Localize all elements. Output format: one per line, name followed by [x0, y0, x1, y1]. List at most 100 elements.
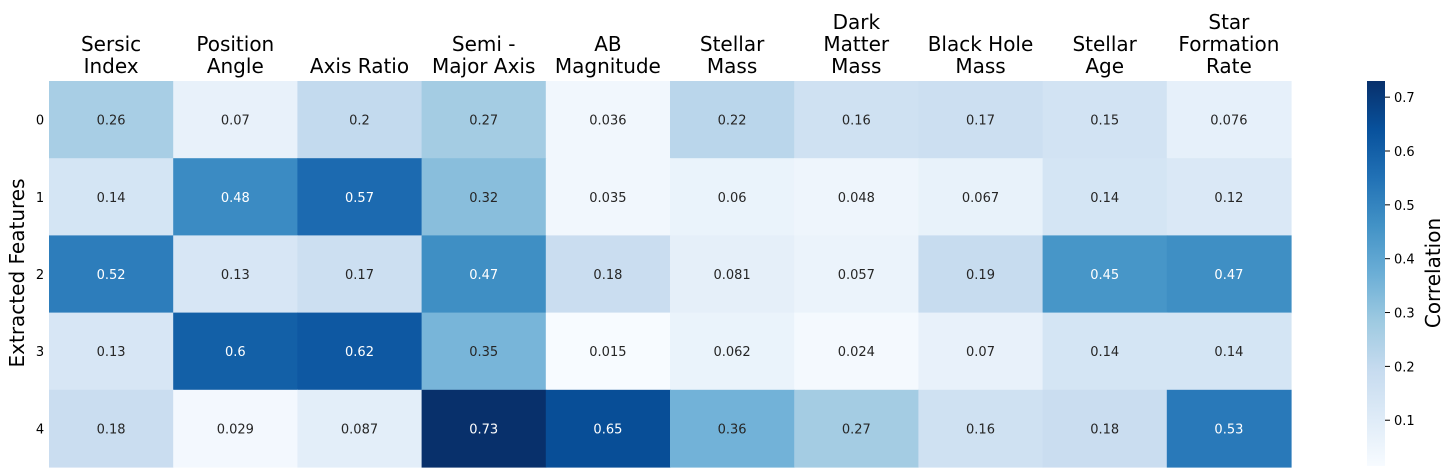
- heatmap-cell: [670, 235, 795, 314]
- cell-value-label: 0.32: [469, 191, 498, 206]
- heatmap-cell: [1042, 81, 1168, 159]
- row-label: 3: [36, 345, 44, 360]
- cell-value-label: 0.048: [838, 191, 875, 206]
- heatmap-cell: [1042, 235, 1168, 314]
- cell-value-label: 0.36: [718, 422, 747, 437]
- cell-value-label: 0.18: [1090, 422, 1119, 437]
- heatmap-cell: [670, 312, 795, 391]
- column-label: Black Hole Mass: [928, 32, 1034, 78]
- column-label: Star Formation Rate: [1178, 10, 1279, 78]
- cell-value-label: 0.57: [345, 191, 374, 206]
- row-label: 0: [36, 114, 44, 129]
- cell-value-label: 0.06: [718, 191, 747, 206]
- cell-value-label: 0.081: [713, 268, 750, 283]
- heatmap-cell: [1166, 389, 1292, 468]
- heatmap-cell: [918, 235, 1044, 314]
- heatmap-cell: [1042, 389, 1168, 468]
- column-label: Dark Matter Mass: [823, 10, 890, 78]
- heatmap-cell: [173, 158, 298, 236]
- heatmap-cell: [545, 235, 671, 314]
- cell-value-label: 0.076: [1210, 114, 1247, 129]
- cell-value-label: 0.087: [341, 422, 378, 437]
- cell-value-label: 0.057: [838, 268, 875, 283]
- heatmap-cell: [421, 81, 547, 159]
- heatmap-cell: [297, 389, 423, 468]
- heatmap-cell: [1166, 81, 1292, 159]
- heatmap-cell: [173, 312, 298, 391]
- heatmap-cell: [794, 81, 919, 159]
- heatmap-cell: [918, 389, 1044, 468]
- column-label: Stellar Age: [1072, 32, 1137, 78]
- heatmap-cell: [545, 81, 671, 159]
- colorbar-tick-label: 0.1: [1394, 414, 1415, 429]
- heatmap-cell: [1166, 158, 1292, 236]
- cell-value-label: 0.18: [97, 422, 126, 437]
- cell-value-label: 0.16: [966, 422, 995, 437]
- row-labels: 0 1 2 3 4: [36, 114, 44, 438]
- heatmap-cell: [918, 81, 1044, 159]
- column-label: Sersic Index: [81, 32, 141, 78]
- y-axis-label: Extracted Features: [5, 179, 29, 368]
- colorbar-gradient: [1367, 81, 1385, 466]
- cell-value-label: 0.14: [1214, 345, 1243, 360]
- column-labels: Sersic Index Position Angle Axis Ratio Semi -…: [81, 10, 1279, 78]
- cell-value-label: 0.029: [217, 422, 254, 437]
- cell-value-label: 0.14: [1090, 191, 1119, 206]
- heatmap-cell: [421, 235, 547, 314]
- cell-value-label: 0.27: [842, 422, 871, 437]
- cell-value-label: 0.17: [966, 114, 995, 129]
- cell-value-label: 0.015: [589, 345, 626, 360]
- cell-value-label: 0.15: [1090, 114, 1119, 129]
- cell-value-label: 0.22: [718, 114, 747, 129]
- heatmap-cell: [49, 158, 174, 236]
- heatmap-cell: [49, 389, 174, 468]
- cell-value-label: 0.73: [469, 422, 498, 437]
- heatmap-cell: [545, 158, 671, 236]
- colorbar-tick-label: 0.6: [1394, 145, 1415, 160]
- cell-value-label: 0.17: [345, 268, 374, 283]
- cell-value-label: 0.53: [1214, 422, 1243, 437]
- cell-value-label: 0.35: [469, 345, 498, 360]
- cell-value-label: 0.18: [593, 268, 622, 283]
- colorbar-tick-label: 0.2: [1394, 360, 1415, 375]
- heatmap-cells: 0.26 0.07 0.2 0.27 0.036 0.22 0.16 0.17 0.15 0.07…: [49, 81, 1292, 468]
- cell-value-label: 0.13: [97, 345, 126, 360]
- cell-value-label: 0.16: [842, 114, 871, 129]
- column-label: Position Angle: [196, 32, 274, 78]
- row-label: 2: [36, 268, 44, 283]
- heatmap-cell: [49, 312, 174, 391]
- heatmap-cell: [173, 235, 298, 314]
- heatmap-cell: [670, 158, 795, 236]
- heatmap-cell: [421, 158, 547, 236]
- cell-value-label: 0.13: [221, 268, 250, 283]
- colorbar-tick-label: 0.5: [1394, 199, 1415, 214]
- heatmap-cell: [794, 312, 919, 391]
- cell-value-label: 0.12: [1214, 191, 1243, 206]
- heatmap-cell: [670, 389, 795, 468]
- cell-value-label: 0.036: [589, 114, 626, 129]
- heatmap-cell: [297, 81, 423, 159]
- heatmap-cell: [794, 235, 919, 314]
- cell-value-label: 0.14: [97, 191, 126, 206]
- cell-value-label: 0.07: [221, 114, 250, 129]
- cell-value-label: 0.6: [225, 345, 246, 360]
- cell-value-label: 0.62: [345, 345, 374, 360]
- cell-value-label: 0.47: [1214, 268, 1243, 283]
- heatmap-cell: [297, 312, 423, 391]
- heatmap-cell: [545, 389, 671, 468]
- heatmap-cell: [1042, 158, 1168, 236]
- column-label: Stellar Mass: [700, 32, 765, 78]
- column-label: AB Magnitude: [555, 32, 661, 78]
- heatmap-cell: [670, 81, 795, 159]
- cell-value-label: 0.062: [713, 345, 750, 360]
- heatmap-cell: [297, 235, 423, 314]
- heatmap-cell: [1042, 312, 1168, 391]
- heatmap-cell: [297, 158, 423, 236]
- heatmap-cell: [794, 389, 919, 468]
- colorbar-tick-label: 0.7: [1394, 91, 1415, 106]
- heatmap-cell: [918, 158, 1044, 236]
- column-label: Axis Ratio: [310, 54, 409, 78]
- colorbar-ticks: 0.1 0.2 0.3 0.4 0.5 0.6 0.7: [1385, 91, 1415, 429]
- heatmap-cell: [1166, 235, 1292, 314]
